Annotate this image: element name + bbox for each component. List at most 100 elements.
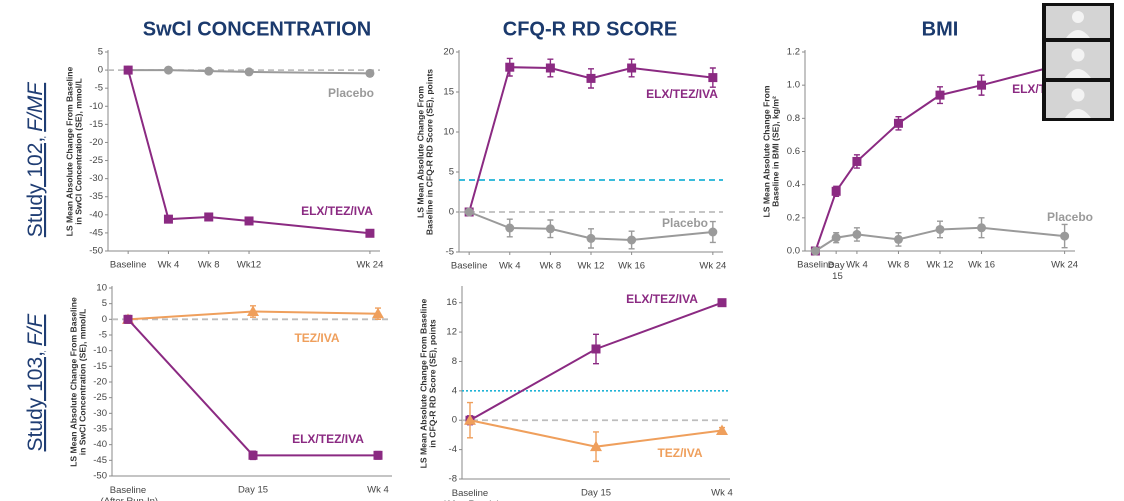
y-tick-label: -40 (93, 439, 107, 450)
x-tick-label: Wk 24 (1051, 260, 1078, 271)
x-tick-label: Baseline (After Run-In) (440, 488, 500, 501)
series-label: ELX/TEZ/IVA (301, 204, 373, 218)
x-tick-label: Wk 24 (356, 260, 383, 271)
y-tick-label: -5 (95, 83, 103, 94)
marker (365, 229, 374, 238)
marker (204, 212, 213, 221)
y-tick-label: 0 (98, 65, 103, 76)
y-tick-label: -30 (93, 408, 107, 419)
y-axis-label: in SwCl Concentration (SE), mmol/L (73, 78, 83, 225)
y-tick-label: 0 (452, 415, 457, 426)
x-tick-label: Wk 8 (198, 260, 220, 271)
row-study: Study 103, (24, 351, 47, 451)
x-tick-label: Wk 4 (711, 488, 733, 499)
y-axis-label: in CFQ-R RD Score (SE), points (427, 319, 437, 448)
marker (592, 344, 601, 353)
row-study: Study 102, (24, 137, 47, 237)
marker (936, 91, 945, 100)
y-tick-label: -10 (93, 345, 107, 356)
y-tick-label: 15 (443, 87, 454, 98)
y-tick-label: -45 (93, 455, 107, 466)
y-axis-label: in SwCl Concentration (SE), mmol/L (77, 309, 87, 456)
x-tick-line: 15 (830, 271, 843, 282)
y-tick-label: 0 (102, 314, 107, 325)
y-tick-label: -25 (93, 392, 107, 403)
x-tick-label: Wk 12 (927, 260, 954, 271)
y-tick-label: 5 (449, 167, 454, 178)
marker (811, 247, 820, 256)
row-label: Study 103, F/F (24, 313, 47, 451)
y-tick-label: 12 (446, 327, 457, 338)
y-tick-label: -20 (93, 377, 107, 388)
marker (852, 230, 861, 239)
series-label: TEZ/IVA (657, 446, 702, 460)
marker (124, 66, 133, 75)
marker (708, 228, 717, 237)
y-tick-label: 10 (443, 127, 454, 138)
y-tick-label: 0.0 (787, 246, 800, 257)
x-tick-line: Day (828, 260, 845, 271)
marker (374, 451, 383, 460)
x-tick-label: Wk12 (237, 260, 261, 271)
x-tick-label: Wk 12 (578, 261, 605, 272)
y-tick-label: 10 (96, 283, 107, 294)
slide: SwCl CONCENTRATION CFQ-R RD SCORE BMI St… (0, 0, 1124, 501)
y-tick-label: 0.8 (787, 113, 800, 124)
marker (708, 73, 717, 82)
marker (852, 157, 861, 166)
x-tick-label: Baseline (After Run-In) (98, 485, 158, 501)
row-genotype: F/F (24, 313, 47, 346)
x-tick-label: Wk 4 (846, 260, 868, 271)
y-tick-label: -15 (93, 361, 107, 372)
marker (546, 224, 555, 233)
marker (249, 451, 258, 460)
y-tick-label: 0.6 (787, 146, 800, 157)
series-label: ELX/TEZ/IVA (626, 292, 698, 306)
y-tick-label: -15 (89, 119, 103, 130)
marker (716, 425, 728, 436)
y-tick-label: -20 (89, 137, 103, 148)
y-tick-label: -50 (93, 471, 107, 482)
y-tick-label: 1.0 (787, 80, 800, 91)
column-title: BMI (922, 18, 959, 40)
marker (164, 66, 173, 75)
marker (832, 187, 841, 196)
video-tile (1046, 42, 1110, 78)
y-tick-label: -45 (89, 227, 103, 238)
y-tick-label: 5 (98, 47, 103, 58)
marker (465, 208, 474, 217)
x-tick-line: Baseline (110, 485, 146, 496)
row-genotype: F/MF (24, 82, 47, 132)
y-tick-label: -40 (89, 209, 103, 220)
y-tick-label: -8 (449, 474, 457, 485)
marker (505, 63, 514, 72)
x-tick-label: Wk 8 (540, 261, 562, 272)
marker (627, 236, 636, 245)
x-tick-line: (After Run-In) (98, 496, 158, 501)
y-tick-label: -5 (446, 247, 454, 258)
column-title: CFQ-R RD SCORE (503, 18, 677, 40)
x-tick-label: Day 15 (581, 488, 611, 499)
series-label: Placebo (662, 216, 708, 230)
marker (977, 223, 986, 232)
y-tick-label: -30 (89, 173, 103, 184)
series-label: Placebo (328, 86, 374, 100)
y-tick-label: -35 (93, 424, 107, 435)
video-thumbnails (1042, 3, 1114, 121)
y-tick-label: -50 (89, 246, 103, 257)
x-tick-label: Wk 4 (367, 485, 389, 496)
marker (204, 67, 213, 76)
marker (936, 225, 945, 234)
y-tick-label: 4 (452, 385, 457, 396)
marker (365, 69, 374, 78)
y-axis-label: Baseline in CFQ-R RD Score (SE), points (424, 69, 434, 235)
marker (587, 74, 596, 83)
marker (587, 234, 596, 243)
y-tick-label: -25 (89, 155, 103, 166)
row-label: Study 102, F/MF (24, 82, 47, 238)
marker (832, 233, 841, 242)
marker (977, 81, 986, 90)
marker (718, 298, 727, 307)
y-tick-label: -10 (89, 101, 103, 112)
x-tick-line: Baseline (452, 488, 488, 499)
